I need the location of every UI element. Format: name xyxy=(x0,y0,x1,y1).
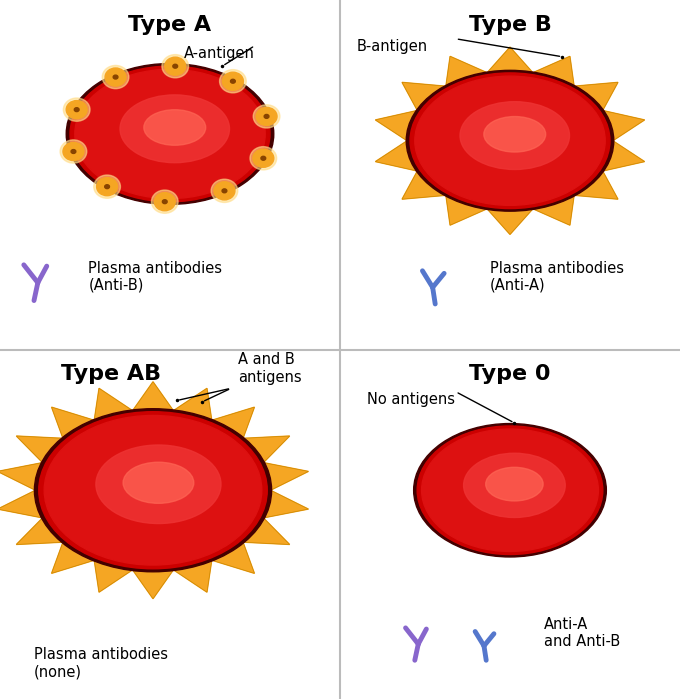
Ellipse shape xyxy=(406,71,614,211)
Text: Type AB: Type AB xyxy=(61,364,161,384)
Ellipse shape xyxy=(71,150,76,154)
Ellipse shape xyxy=(152,190,178,213)
Ellipse shape xyxy=(105,185,109,189)
Ellipse shape xyxy=(250,147,277,170)
Ellipse shape xyxy=(410,73,610,208)
Ellipse shape xyxy=(94,175,120,199)
Text: Type A: Type A xyxy=(129,15,211,35)
Ellipse shape xyxy=(415,76,605,206)
Ellipse shape xyxy=(460,101,570,169)
Ellipse shape xyxy=(39,412,267,569)
Text: Type B: Type B xyxy=(469,15,551,35)
Ellipse shape xyxy=(222,72,243,90)
Ellipse shape xyxy=(123,462,194,503)
Ellipse shape xyxy=(418,426,603,554)
Ellipse shape xyxy=(97,178,118,196)
Ellipse shape xyxy=(162,55,188,78)
Ellipse shape xyxy=(154,193,175,210)
Ellipse shape xyxy=(102,66,129,89)
Polygon shape xyxy=(375,47,645,234)
Ellipse shape xyxy=(256,108,277,125)
Ellipse shape xyxy=(66,101,87,119)
Ellipse shape xyxy=(486,468,543,501)
Ellipse shape xyxy=(253,149,274,167)
Ellipse shape xyxy=(75,69,265,199)
Ellipse shape xyxy=(220,70,246,93)
Ellipse shape xyxy=(464,453,565,517)
Ellipse shape xyxy=(74,108,79,112)
Text: Type 0: Type 0 xyxy=(469,364,551,384)
Ellipse shape xyxy=(165,57,186,75)
Text: B-antigen: B-antigen xyxy=(357,38,428,54)
Ellipse shape xyxy=(144,110,205,145)
Ellipse shape xyxy=(44,415,262,565)
Ellipse shape xyxy=(63,98,90,121)
Ellipse shape xyxy=(253,105,280,128)
Ellipse shape xyxy=(63,143,84,161)
Ellipse shape xyxy=(105,68,126,86)
Ellipse shape xyxy=(484,117,546,152)
Ellipse shape xyxy=(120,95,230,163)
Ellipse shape xyxy=(173,64,177,68)
Text: A and B
antigens: A and B antigens xyxy=(238,352,302,385)
Ellipse shape xyxy=(413,424,607,557)
Ellipse shape xyxy=(163,200,167,203)
Ellipse shape xyxy=(70,66,270,202)
Ellipse shape xyxy=(214,182,235,200)
Text: Anti-A
and Anti-B: Anti-A and Anti-B xyxy=(544,617,620,649)
Text: Plasma antibodies
(none): Plasma antibodies (none) xyxy=(34,647,168,680)
Ellipse shape xyxy=(96,445,221,524)
Text: Plasma antibodies
(Anti-B): Plasma antibodies (Anti-B) xyxy=(88,261,222,293)
Ellipse shape xyxy=(60,140,87,163)
Text: No antigens: No antigens xyxy=(367,391,455,407)
Ellipse shape xyxy=(261,157,266,160)
Polygon shape xyxy=(0,382,308,599)
Ellipse shape xyxy=(35,409,271,572)
Ellipse shape xyxy=(211,179,238,203)
Text: Plasma antibodies
(Anti-A): Plasma antibodies (Anti-A) xyxy=(490,261,624,293)
Ellipse shape xyxy=(422,429,598,552)
Ellipse shape xyxy=(66,64,274,204)
Ellipse shape xyxy=(264,115,269,118)
Ellipse shape xyxy=(222,189,227,193)
Ellipse shape xyxy=(231,79,235,83)
Text: A-antigen: A-antigen xyxy=(184,45,255,61)
Ellipse shape xyxy=(113,75,118,79)
